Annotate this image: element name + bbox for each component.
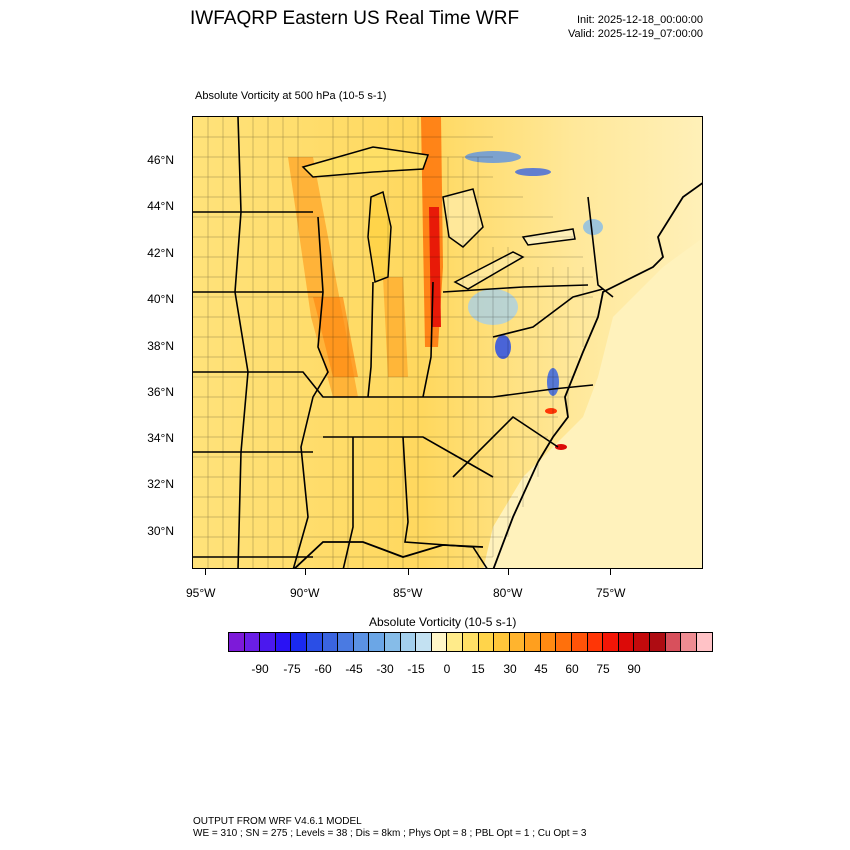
neg-vort-patch <box>515 168 551 176</box>
lon-tick <box>205 569 206 575</box>
lat-label: 38°N <box>147 339 174 353</box>
colorbar-swatch <box>665 633 682 651</box>
field-title: Absolute Vorticity at 500 hPa (10-5 s-1) <box>195 90 387 102</box>
init-time: Init: 2025-12-18_00:00:00 <box>577 14 703 26</box>
colorbar-label: 30 <box>503 662 517 676</box>
neg-vort-patch <box>583 219 603 235</box>
colorbar-swatch <box>525 633 541 651</box>
colorbar-swatch <box>369 633 385 651</box>
lon-label: 95°W <box>186 586 216 600</box>
colorbar-label: 45 <box>534 662 548 676</box>
model-line-1: OUTPUT FROM WRF V4.6.1 MODEL <box>193 816 362 827</box>
colorbar-swatch <box>587 633 604 651</box>
colorbar-swatch <box>681 633 697 651</box>
map-graphic <box>193 117 702 568</box>
colorbar-label: 15 <box>471 662 485 676</box>
vorticity-map <box>192 116 703 569</box>
colorbar-label: -75 <box>283 662 301 676</box>
lon-tick <box>305 569 306 575</box>
colorbar-swatch <box>603 633 619 651</box>
colorbar <box>228 632 714 652</box>
lon-tick <box>408 569 409 575</box>
lon-label: 75°W <box>596 586 626 600</box>
lat-label: 42°N <box>147 246 174 260</box>
colorbar-swatch <box>494 633 510 651</box>
lat-label: 44°N <box>147 199 174 213</box>
lat-label: 36°N <box>147 385 174 399</box>
colorbar-label: -90 <box>251 662 269 676</box>
colorbar-title: Absolute Vorticity (10-5 s-1) <box>369 615 517 629</box>
colorbar-swatch <box>306 633 323 651</box>
colorbar-swatch <box>696 633 713 651</box>
page-title: IWFAQRP Eastern US Real Time WRF <box>190 8 520 29</box>
colorbar-swatch <box>338 633 354 651</box>
colorbar-swatch <box>229 633 245 651</box>
colorbar-swatch <box>650 633 666 651</box>
colorbar-swatch <box>478 633 495 651</box>
county-lines <box>193 117 598 568</box>
colorbar-label: -30 <box>376 662 394 676</box>
colorbar-swatch <box>322 633 339 651</box>
colorbar-swatch <box>618 633 635 651</box>
colorbar-swatch <box>275 633 292 651</box>
colorbar-label: 75 <box>596 662 610 676</box>
lake-erie <box>453 251 525 290</box>
lon-label: 80°W <box>493 586 523 600</box>
lat-label: 32°N <box>147 477 174 491</box>
valid-time: Valid: 2025-12-19_07:00:00 <box>568 28 703 40</box>
lat-label: 30°N <box>147 524 174 538</box>
coastline <box>492 182 702 568</box>
colorbar-swatch <box>447 633 463 651</box>
colorbar-swatch <box>353 633 370 651</box>
colorbar-label: -45 <box>345 662 363 676</box>
lat-label: 46°N <box>147 153 174 167</box>
model-line-2: WE = 310 ; SN = 275 ; Levels = 38 ; Dis … <box>193 828 587 839</box>
ocean-area <box>483 238 702 568</box>
vorticity-max-east <box>429 207 441 327</box>
colorbar-swatch <box>634 633 651 651</box>
colorbar-label: 60 <box>565 662 579 676</box>
colorbar-swatch <box>462 633 479 651</box>
lake-superior <box>301 146 430 178</box>
lat-label: 34°N <box>147 431 174 445</box>
colorbar-label: 90 <box>627 662 641 676</box>
lon-tick <box>508 569 509 575</box>
colorbar-swatch <box>416 633 432 651</box>
colorbar-swatch <box>556 633 573 651</box>
vorticity-band-mid <box>383 277 408 377</box>
colorbar-swatch <box>291 633 307 651</box>
time-info: Init: 2025-12-18_00:00:00 Valid: 2025-12… <box>568 13 703 41</box>
lon-tick <box>610 569 611 575</box>
colorbar-swatch <box>540 633 557 651</box>
colorbar-label: 0 <box>443 662 451 676</box>
gulf-coastline <box>293 541 484 568</box>
pos-vort-spot <box>555 444 567 450</box>
colorbar-label: -15 <box>407 662 425 676</box>
colorbar-swatch <box>431 633 448 651</box>
colorbar-swatch <box>260 633 276 651</box>
lon-label: 90°W <box>290 586 320 600</box>
lon-label: 85°W <box>393 586 423 600</box>
colorbar-label: -60 <box>314 662 332 676</box>
colorbar-swatch <box>400 633 417 651</box>
neg-vort-patch <box>495 335 511 359</box>
colorbar-swatch <box>384 633 401 651</box>
colorbar-swatch <box>509 633 526 651</box>
model-info: OUTPUT FROM WRF V4.6.1 MODEL WE = 310 ; … <box>193 816 586 840</box>
colorbar-swatch <box>244 633 261 651</box>
colorbar-swatch <box>572 633 588 651</box>
pos-vort-spot <box>545 408 557 414</box>
lat-label: 40°N <box>147 292 174 306</box>
